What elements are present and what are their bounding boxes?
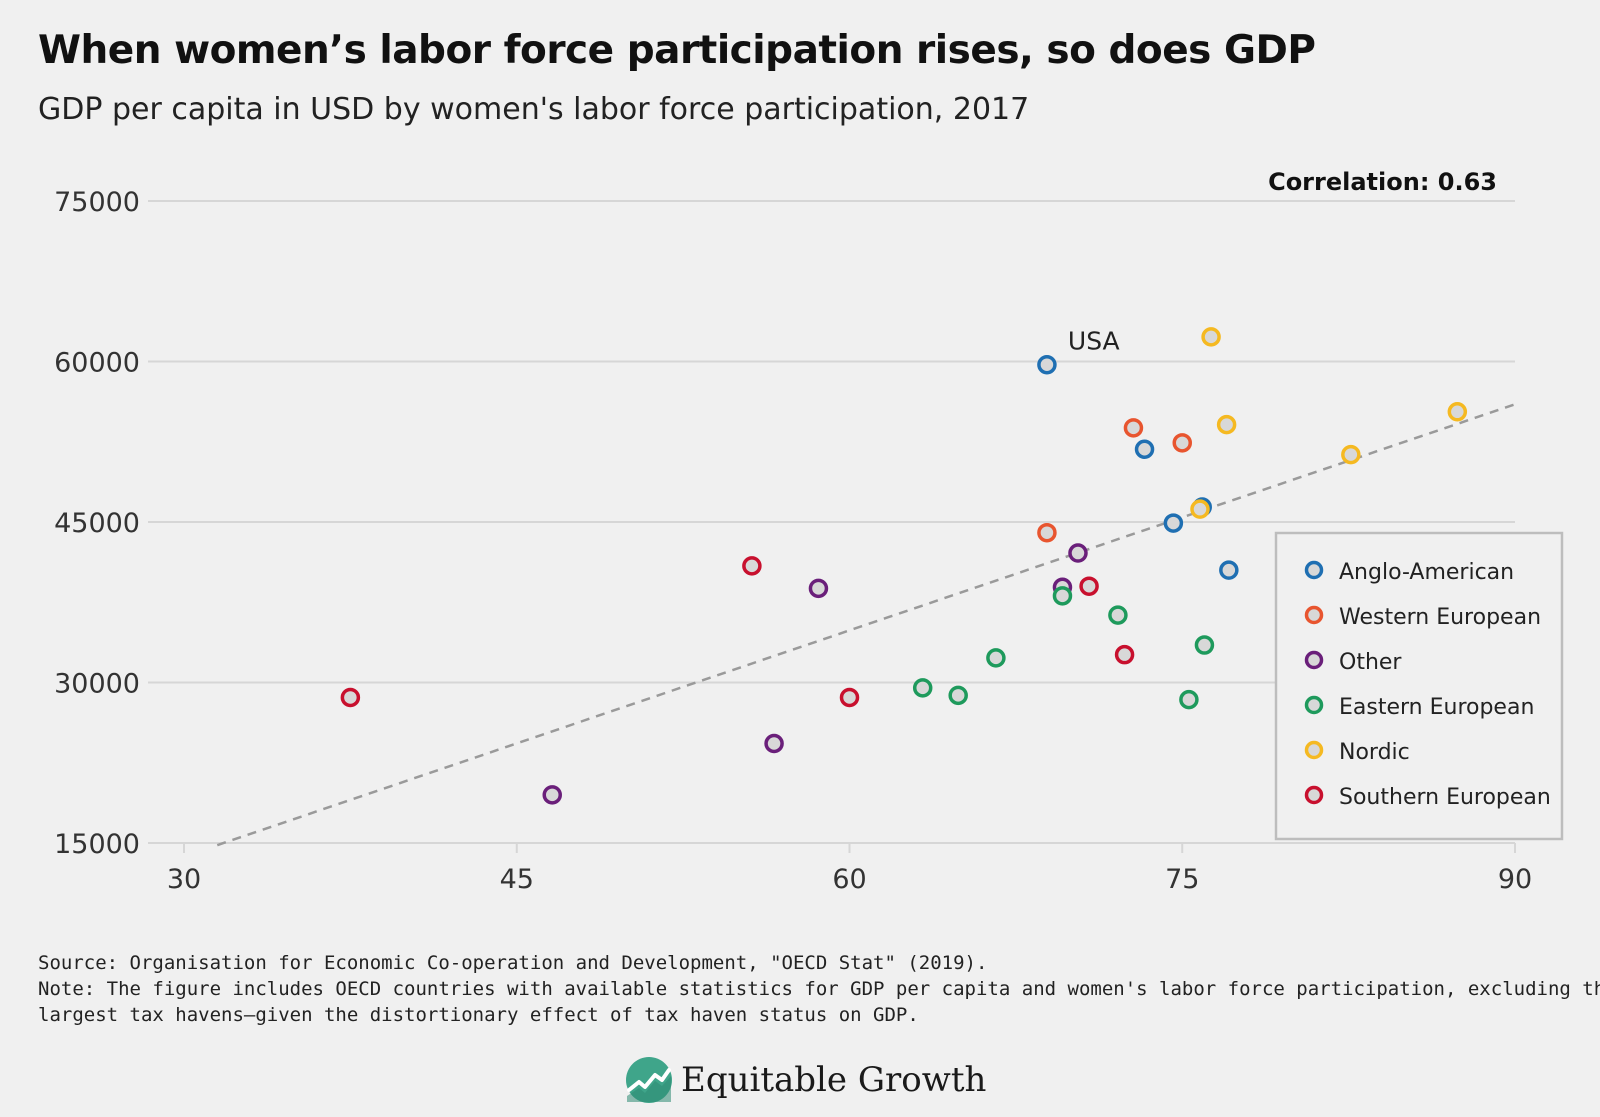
y-tick-label: 15000: [54, 829, 140, 860]
data-point: [808, 578, 829, 599]
data-point: [912, 678, 933, 698]
chart-title: When women’s labor force participation r…: [38, 28, 1316, 73]
equitable-growth-logo-icon: [626, 1057, 672, 1103]
legend-label: Other: [1339, 650, 1402, 675]
legend-label: Anglo-American: [1339, 560, 1514, 585]
data-point: [1068, 543, 1088, 563]
axis-ticks: 75000 60000 45000 30000 15000 30 45 60 75 90: [54, 187, 1532, 895]
legend: Anglo-American Western European Other Easte…: [1274, 531, 1564, 841]
data-point: [986, 648, 1006, 668]
data-point: [1194, 635, 1215, 655]
data-point: [542, 785, 562, 805]
data-point: [340, 687, 361, 708]
x-tick-label: 90: [1498, 864, 1532, 895]
data-point: [1219, 560, 1239, 580]
data-point: [1447, 402, 1468, 422]
data-point: [1108, 605, 1128, 625]
logo-text: Equitable Growth: [681, 1060, 987, 1100]
footer: Source: Organisation for Economic Co-ope…: [38, 950, 1600, 1028]
data-point: [1052, 586, 1073, 606]
data-point: [1179, 689, 1199, 710]
data-point: [1163, 513, 1184, 533]
legend-marker: [1304, 650, 1324, 670]
data-point: [1037, 354, 1057, 375]
legend-marker: [1304, 695, 1324, 715]
legend-label: Eastern European: [1339, 695, 1534, 720]
legend-label: Southern European: [1339, 785, 1551, 810]
trendline: [216, 403, 1516, 847]
legend-box: [1274, 531, 1564, 841]
legend-marker: [1304, 740, 1324, 760]
data-point: [764, 733, 784, 754]
note-line-1: Note: The figure includes OECD countries…: [38, 978, 1600, 1000]
legend-label: Western European: [1339, 605, 1541, 630]
y-tick-label: 60000: [54, 348, 140, 379]
y-tick-label: 30000: [54, 669, 140, 700]
data-point: [1114, 644, 1135, 665]
data-point: [839, 687, 860, 708]
legend-marker: [1304, 560, 1324, 580]
data-point: [1123, 418, 1144, 438]
x-tick-label: 30: [167, 864, 201, 895]
y-tick-label: 45000: [54, 508, 140, 539]
x-tick-label: 75: [1165, 864, 1199, 895]
data-point: [1190, 499, 1210, 519]
logo: Equitable Growth: [625, 1052, 986, 1108]
note-line-2: largest tax havens—given the distortiona…: [38, 1004, 919, 1026]
data-point: [1079, 576, 1099, 596]
legend-marker: [1304, 605, 1324, 625]
chart-subtitle: GDP per capita in USD by women's labor f…: [38, 92, 1030, 127]
data-point: [948, 685, 968, 706]
correlation-label: Correlation: 0.63: [1268, 168, 1497, 196]
legend-marker: [1304, 785, 1324, 805]
data-point: [1201, 327, 1221, 347]
data-point: [1134, 439, 1155, 459]
x-tick-label: 60: [832, 864, 866, 895]
y-tick-label: 75000: [54, 187, 140, 218]
data-point: [1172, 433, 1192, 453]
data-points: [340, 327, 1468, 805]
annotations: USA: [1068, 327, 1120, 356]
trendline-dashed: [216, 403, 1516, 847]
data-point: [1341, 444, 1361, 465]
data-point: [742, 556, 762, 576]
source-note: Source: Organisation for Economic Co-ope…: [38, 952, 988, 974]
x-tick-label: 45: [500, 864, 534, 895]
data-point: [1216, 414, 1237, 435]
data-point: [1037, 522, 1057, 543]
legend-label: Nordic: [1339, 740, 1410, 765]
annotation-label: USA: [1068, 327, 1120, 356]
